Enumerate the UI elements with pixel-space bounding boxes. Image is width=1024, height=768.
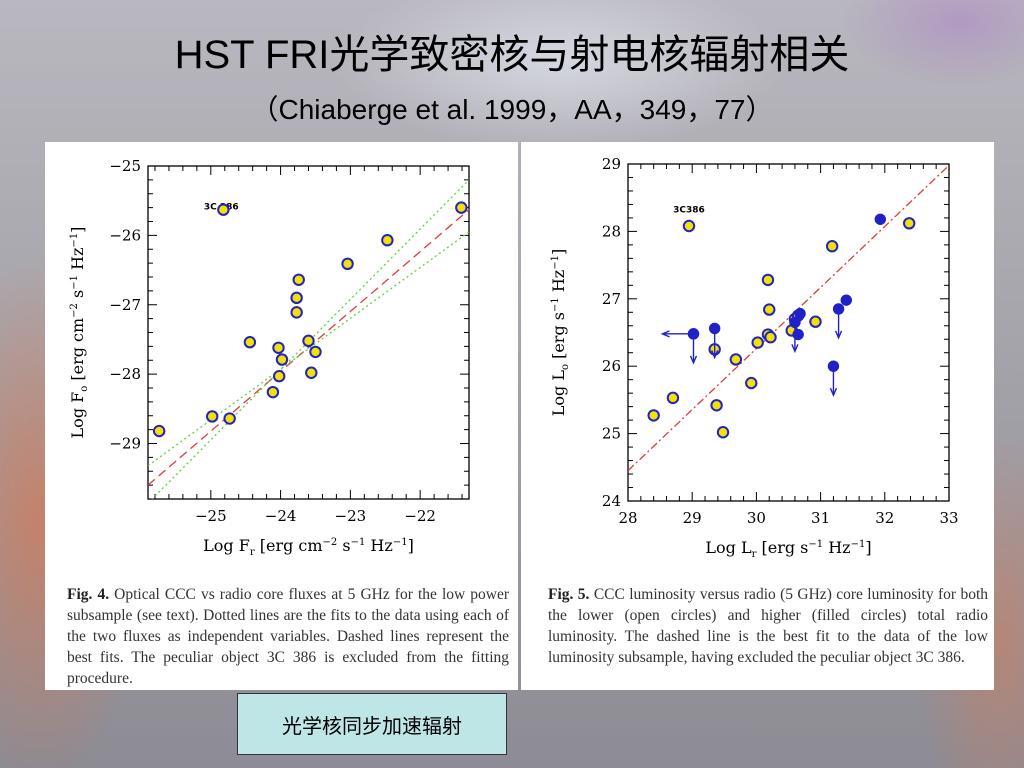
filled-data-point (687, 328, 700, 340)
figure-4-panel: −25 −24 −23 −22 −25 −26 −27 −28 −29 Log Fr [erg c… (45, 142, 518, 690)
data-point (152, 424, 166, 438)
data-point (290, 291, 303, 305)
y-tick-label: 26 (602, 357, 621, 375)
dotted-fit-line (148, 231, 469, 467)
x-axis-label: Log Fr [erg cm−2 s−1 Hz−1] (203, 536, 414, 558)
upper-limit-arrowhead (689, 355, 698, 365)
upper-limit-arrowhead (834, 330, 843, 340)
dotted-fit-line (151, 179, 469, 499)
plot-frame (147, 165, 470, 500)
figure-4-caption-text: Optical CCC vs radio core fluxes at 5 GH… (67, 586, 510, 687)
upper-limit-arrowhead (829, 387, 838, 397)
x-tick-label: 30 (747, 509, 766, 527)
y-tick-label: −28 (109, 365, 141, 383)
slide-subtitle: （Chiaberge et al. 1999，AA，349，77） (250, 94, 774, 125)
y-tick-label: −25 (109, 157, 141, 175)
data-point (381, 234, 394, 247)
data-point (745, 376, 758, 390)
x-tick-label: 29 (683, 509, 702, 527)
y-tick-label: −29 (109, 435, 141, 453)
y-tick-label: 28 (602, 222, 621, 240)
data-point (266, 385, 280, 399)
figure-5-caption: Fig. 5. CCC luminosity versus radio (5 G… (548, 584, 988, 668)
data-point (290, 306, 303, 319)
upper-limit-arrowhead (711, 350, 719, 360)
data-point (217, 203, 230, 216)
filled-data-point (789, 316, 801, 329)
data-point (809, 315, 822, 328)
x-tick-label: −23 (335, 507, 367, 525)
figure-4-chart: −25 −24 −23 −22 −25 −26 −27 −28 −29 Log Fr [erg c… (68, 157, 470, 558)
data-point (302, 334, 315, 348)
data-point (272, 370, 286, 383)
filled-data-point (708, 322, 721, 335)
data-point (272, 341, 285, 354)
filled-data-point (794, 307, 806, 320)
data-point (825, 240, 839, 253)
best-fit-line (148, 209, 469, 486)
synchrotron-note-box: 光学核同步加速辐射 (237, 693, 507, 755)
data-point (223, 412, 236, 425)
data-point (309, 345, 322, 359)
x-tick-label: 33 (939, 509, 958, 527)
plot-frame (627, 163, 950, 502)
synchrotron-note-text: 光学核同步加速辐射 (282, 713, 462, 738)
filled-data-point (874, 213, 887, 225)
y-tick-label: 24 (602, 492, 621, 510)
data-point (716, 426, 730, 439)
x-tick-label: −25 (195, 507, 227, 525)
y-axis-label: Log Fo [erg cm−2 s−1 Hz−1] (68, 227, 90, 439)
x-axis-label: Log Lr [erg s−1 Hz−1] (705, 538, 871, 560)
x-tick-label: 31 (811, 509, 830, 527)
slide-title: HST FRI光学致密核与射电核辐射相关 (174, 33, 850, 77)
data-point (455, 201, 468, 214)
data-point (341, 257, 354, 271)
x-tick-label: −22 (404, 507, 436, 525)
filled-data-point (832, 303, 845, 315)
x-tick-label: −24 (265, 507, 297, 525)
data-point (292, 273, 305, 286)
data-point (305, 366, 318, 379)
y-tick-label: 25 (602, 425, 621, 443)
y-axis-label: Log Lo [erg s−1 Hz−1] (549, 249, 571, 416)
data-point (666, 391, 680, 405)
y-tick-label: 29 (602, 155, 621, 173)
upper-limit-arrowhead (791, 344, 799, 354)
point-annotation: 3C386 (673, 206, 705, 216)
filled-data-point (840, 294, 852, 306)
x-tick-label: 32 (875, 509, 894, 527)
upper-limit-arrowhead (660, 330, 670, 338)
data-point (710, 399, 723, 412)
figure-5-label: Fig. 5. (548, 586, 590, 603)
data-point (682, 219, 696, 233)
data-point (647, 409, 660, 422)
figure-4-caption: Fig. 4. Optical CCC vs radio core fluxes… (67, 584, 509, 689)
data-point (761, 273, 775, 287)
y-tick-label: −26 (109, 226, 141, 244)
filled-data-point (827, 360, 840, 372)
data-point (243, 336, 257, 349)
data-point (206, 410, 219, 423)
y-tick-label: −27 (109, 296, 141, 314)
filled-data-point (792, 328, 804, 341)
x-tick-label: 28 (618, 509, 637, 527)
data-point (751, 336, 764, 349)
data-point (763, 303, 776, 316)
y-tick-label: 27 (602, 290, 621, 308)
figure-4-label: Fig. 4. (67, 586, 110, 603)
data-point (275, 353, 289, 366)
data-point (764, 331, 777, 344)
figure-5-caption-text: CCC luminosity versus radio (5 GHz) core… (548, 586, 989, 666)
best-fit-line (628, 164, 949, 472)
data-point (902, 217, 916, 230)
data-point (729, 353, 743, 366)
figure-5-panel: 28 29 30 31 32 33 24 25 26 27 28 29 Log Lr [erg s−1 … (521, 142, 994, 690)
